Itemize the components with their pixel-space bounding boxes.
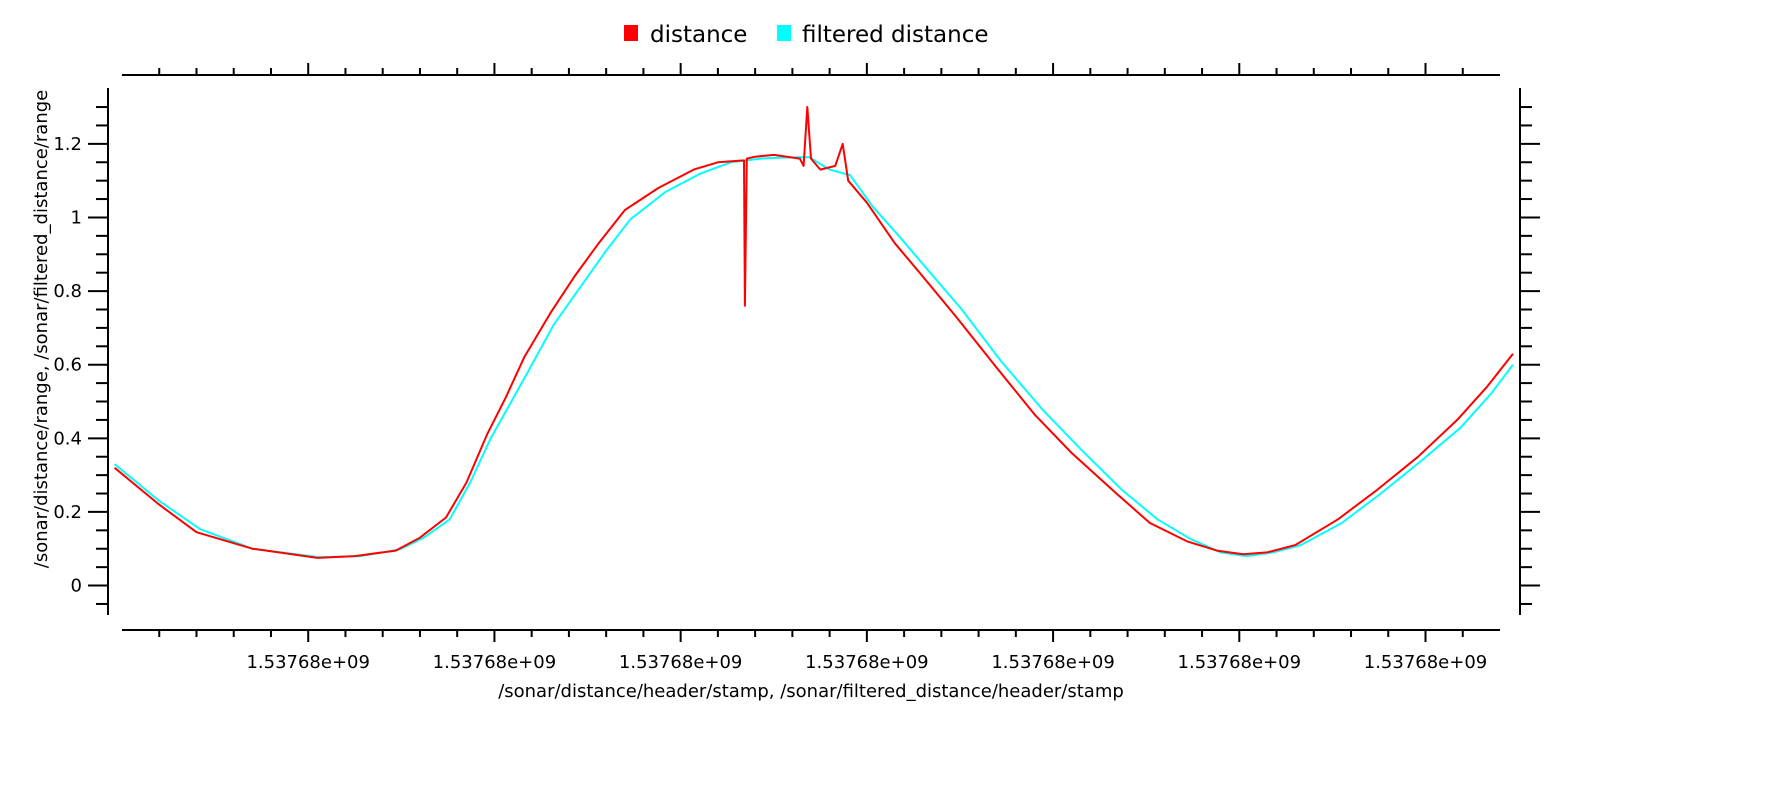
x-tick-label: 1.53768e+09 xyxy=(991,652,1115,673)
legend: distance filtered distance xyxy=(624,22,989,48)
series-line-distance xyxy=(113,106,1514,559)
y-tick-label: 0.8 xyxy=(53,281,82,302)
legend-label-filtered-distance: filtered distance xyxy=(802,22,989,48)
legend-swatch-filtered-distance xyxy=(777,25,791,41)
y-tick-label: 1 xyxy=(71,207,82,228)
x-tick-label: 1.53768e+09 xyxy=(1364,652,1488,673)
y-tick-label: 0.2 xyxy=(53,502,82,523)
y-tick-label: 0 xyxy=(71,576,82,597)
y-tick-label: 0.4 xyxy=(53,428,82,449)
x-axis-label: /sonar/distance/header/stamp, /sonar/fil… xyxy=(498,681,1124,702)
x-tick-label: 1.53768e+09 xyxy=(1178,652,1302,673)
x-tick-label: 1.53768e+09 xyxy=(805,652,929,673)
y-axis-label: /sonar/distance/range, /sonar/filtered_d… xyxy=(31,90,52,569)
series-line-filtered-distance xyxy=(113,156,1514,559)
legend-label-distance: distance xyxy=(650,22,747,48)
axes xyxy=(88,63,1540,642)
plot-lines xyxy=(113,106,1514,559)
y-tick-label: 0.6 xyxy=(53,355,82,376)
x-tick-label: 1.53768e+09 xyxy=(619,652,743,673)
tick-labels: 1.53768e+09 1.53768e+09 1.53768e+09 1.53768… xyxy=(53,134,1487,673)
legend-swatch-distance xyxy=(624,25,638,41)
y-tick-label: 1.2 xyxy=(53,134,82,155)
x-tick-label: 1.53768e+09 xyxy=(433,652,557,673)
x-tick-label: 1.53768e+09 xyxy=(246,652,370,673)
